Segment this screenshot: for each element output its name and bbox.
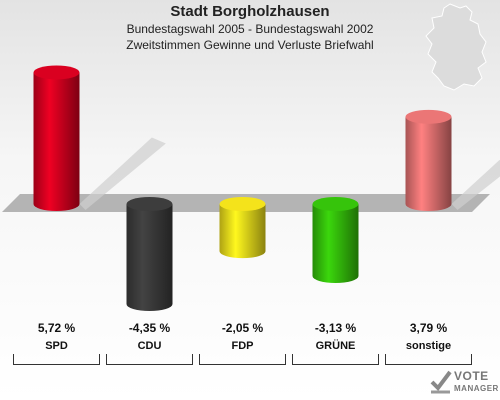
value-label: -2,05 % xyxy=(221,321,264,335)
value-label: 5,72 % xyxy=(37,321,76,335)
bar-sonstige xyxy=(405,116,452,212)
value-label: -4,35 % xyxy=(128,321,171,335)
category-bracket xyxy=(199,354,286,365)
category-label: sonstige xyxy=(405,340,452,352)
category-bracket xyxy=(106,354,193,365)
logo-text-vote: VOTE xyxy=(454,369,489,383)
category-label: GRÜNE xyxy=(315,340,356,352)
bar-fdp xyxy=(219,204,266,259)
category-bracket xyxy=(385,354,472,365)
vote-manager-logo: VOTE MANAGER xyxy=(426,367,500,400)
bar-cap-grüne xyxy=(312,197,359,211)
bar-shadow xyxy=(79,137,166,210)
category-bracket xyxy=(292,354,379,365)
logo-text-manager: MANAGER xyxy=(454,384,499,393)
bar-cdu xyxy=(126,204,173,312)
bar-cap-spd xyxy=(33,65,80,80)
chart-subtitle-1: Bundestagswahl 2005 - Bundestagswahl 200… xyxy=(126,22,374,36)
bar-cap-cdu xyxy=(126,197,173,211)
value-label: 3,79 % xyxy=(409,321,448,335)
chart-title: Stadt Borgholzhausen xyxy=(170,3,330,20)
bar-cap-sonstige xyxy=(405,109,452,124)
vote-manager-icon xyxy=(430,370,452,394)
bar-shadow xyxy=(451,159,500,210)
category-bracket xyxy=(13,354,100,365)
category-label: FDP xyxy=(231,340,254,352)
germany-map-icon xyxy=(425,3,487,91)
chart-subtitle-2: Zweitstimmen Gewinne und Verluste Briefw… xyxy=(126,38,374,52)
category-label: CDU xyxy=(137,340,162,352)
bar-grüne xyxy=(312,204,359,283)
category-label: SPD xyxy=(45,340,68,352)
bar-spd xyxy=(33,72,80,212)
value-label: -3,13 % xyxy=(314,321,357,335)
bar-cap-fdp xyxy=(219,197,266,211)
